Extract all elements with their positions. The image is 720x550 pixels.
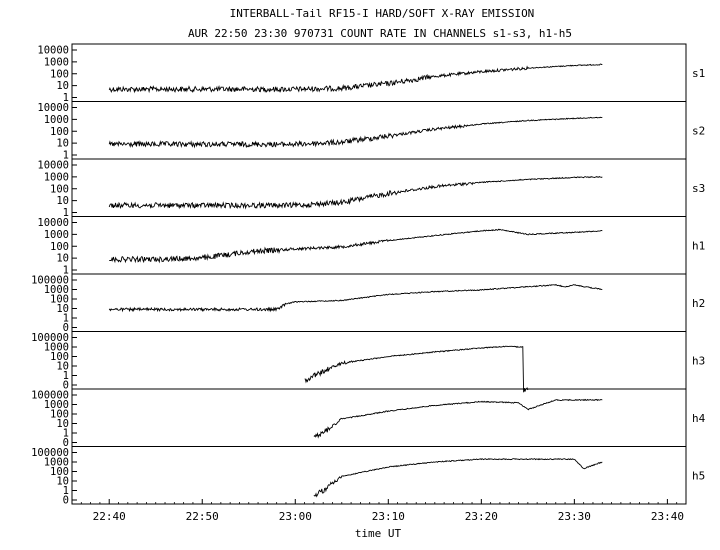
- series-line-h4: [313, 398, 603, 439]
- chart-title: INTERBALL-Tail RF15-I HARD/SOFT X-RAY EM…: [230, 7, 535, 20]
- channel-label: h3: [692, 354, 705, 367]
- y-tick-label: 1000: [44, 284, 69, 296]
- y-tick-label: 100: [50, 294, 69, 306]
- y-tick-label: 10: [56, 138, 69, 150]
- chart-subtitle: AUR 22:50 23:30 970731 COUNT RATE IN CHA…: [188, 27, 572, 40]
- series-line-h5: [313, 457, 603, 498]
- y-tick-label: 100: [50, 68, 69, 80]
- y-tick-label: 1000: [44, 457, 69, 469]
- y-tick-label: 10: [56, 418, 69, 430]
- series-line-s1: [108, 63, 603, 94]
- panel-frame: [71, 43, 687, 102]
- y-tick-label: 100: [50, 241, 69, 253]
- y-tick-label: 1: [63, 265, 69, 277]
- y-tick-label: 1000: [44, 229, 69, 241]
- y-tick-label: 0: [63, 437, 69, 449]
- series-line-s3: [108, 176, 603, 210]
- panel-frame: [71, 158, 687, 217]
- x-axis: 22:40 22:50 23:00 23:10 23:20 23:30 23:40: [80, 499, 684, 523]
- y-tick-label: 10000: [37, 160, 69, 172]
- channel-label: h2: [692, 297, 705, 310]
- y-tick-label: 10: [56, 253, 69, 265]
- y-tick-label: 100000: [31, 447, 69, 459]
- y-tick-label: 1: [63, 313, 69, 325]
- y-tick-label: 100000: [31, 390, 69, 402]
- y-tick-label: 100: [50, 409, 69, 421]
- y-tick-label: 10000: [37, 102, 69, 114]
- y-tick-label: 1: [63, 485, 69, 497]
- x-tick-label: 23:20: [465, 510, 498, 523]
- x-tick-label: 22:40: [93, 510, 126, 523]
- panel-frame: [71, 216, 687, 275]
- y-tick-label: 0: [63, 322, 69, 334]
- y-tick-label: 10: [56, 80, 69, 92]
- panel-frame: [71, 331, 687, 390]
- y-tick-label: 100000: [31, 275, 69, 287]
- y-tick-label: 1000: [44, 399, 69, 411]
- y-tick-label: 1000: [44, 114, 69, 126]
- panel-frame: [71, 388, 687, 447]
- channel-label: h1: [692, 239, 705, 252]
- y-tick-label: 0: [63, 495, 69, 507]
- y-tick-label: 100: [50, 126, 69, 138]
- y-tick-label: 1: [63, 150, 69, 162]
- channel-label: s3: [692, 182, 705, 195]
- series-line-s2: [108, 116, 603, 149]
- y-tick-label: 1000: [44, 342, 69, 354]
- y-tick-label: 10: [56, 303, 69, 315]
- y-tick-label: 0: [63, 380, 69, 392]
- y-tick-label: 1: [63, 370, 69, 382]
- x-tick-label: 22:50: [186, 510, 219, 523]
- channel-label: h4: [692, 412, 706, 425]
- y-tick-label: 10: [56, 476, 69, 488]
- y-tick-label: 1: [63, 428, 69, 440]
- x-tick-label: 23:10: [372, 510, 405, 523]
- x-tick-label: 23:40: [651, 510, 684, 523]
- y-tick-label: 1: [63, 92, 69, 104]
- series-line-h1: [109, 228, 603, 264]
- y-tick-label: 100: [50, 183, 69, 195]
- panel-frame: [71, 446, 687, 505]
- channel-label: s1: [692, 67, 705, 80]
- y-tick-label: 1000: [44, 56, 69, 68]
- y-tick-label: 100000: [31, 332, 69, 344]
- y-tick-label: 1000: [44, 171, 69, 183]
- channel-label: h5: [692, 469, 705, 482]
- y-tick-label: 10: [56, 361, 69, 373]
- x-tick-label: 23:30: [558, 510, 591, 523]
- series-line-h2: [108, 283, 603, 313]
- panels: 100001000100101s1100001000100101s2100001…: [31, 43, 706, 507]
- x-axis-label: time UT: [355, 527, 402, 540]
- y-tick-label: 100: [50, 351, 69, 363]
- y-tick-label: 10000: [37, 217, 69, 229]
- y-tick-label: 10000: [37, 45, 69, 57]
- series-line-h3: [304, 345, 529, 393]
- channel-label: s2: [692, 124, 705, 137]
- y-tick-label: 10: [56, 195, 69, 207]
- y-tick-label: 1: [63, 207, 69, 219]
- panel-frame: [71, 273, 687, 332]
- panel-frame: [71, 101, 687, 160]
- y-tick-label: 100: [50, 466, 69, 478]
- x-tick-label: 23:00: [279, 510, 312, 523]
